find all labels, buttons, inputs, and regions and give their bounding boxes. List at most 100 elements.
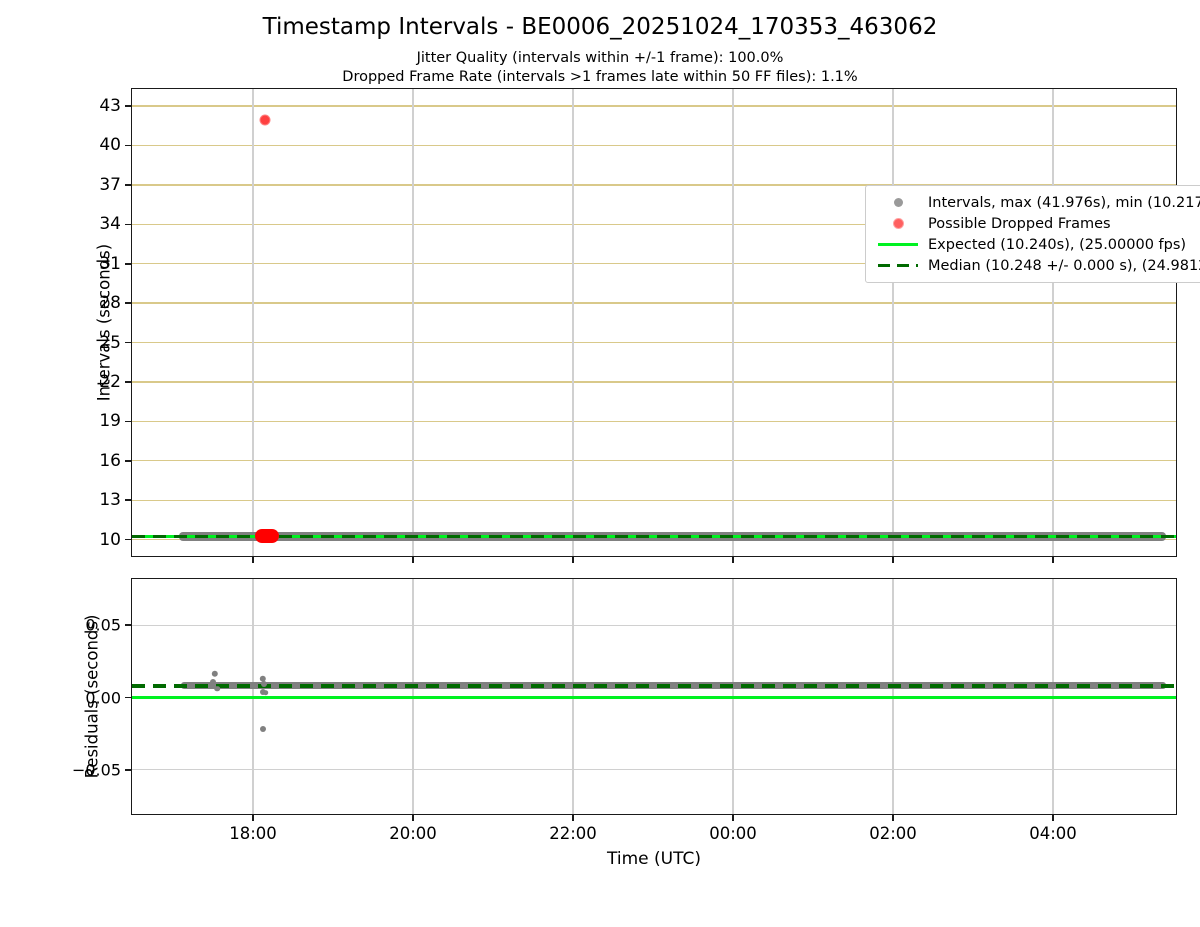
residual-point bbox=[259, 726, 266, 733]
intervals-gridline bbox=[132, 381, 1176, 383]
intervals-y-tick bbox=[125, 184, 132, 186]
intervals-y-tick-label: 16 bbox=[99, 450, 121, 471]
residuals-x-tick bbox=[892, 814, 894, 821]
intervals-marker-icon bbox=[875, 198, 921, 207]
x-tick-label: 00:00 bbox=[709, 824, 757, 843]
x-tick-label: 20:00 bbox=[389, 824, 437, 843]
intervals-gridline bbox=[132, 460, 1176, 462]
intervals-y-tick bbox=[125, 105, 132, 107]
intervals-vertical-gridline bbox=[252, 89, 254, 556]
legend-label-intervals: Intervals, max (41.976s), min (10.217s) bbox=[928, 194, 1200, 211]
residuals-median-line bbox=[132, 684, 1176, 688]
intervals-gridline bbox=[132, 105, 1176, 107]
intervals-x-tick bbox=[412, 556, 414, 563]
residual-point bbox=[259, 675, 266, 682]
chart-figure: Timestamp Intervals - BE0006_20251024_17… bbox=[72, 14, 1200, 869]
intervals-plot-area: Intervals (seconds) 10 13 16 19 22 25 28 31 34 37… bbox=[95, 88, 1200, 563]
intervals-gridline bbox=[132, 420, 1176, 423]
intervals-y-tick-label: 19 bbox=[99, 411, 121, 432]
residual-point bbox=[208, 682, 215, 689]
intervals-gridline bbox=[132, 144, 1176, 147]
intervals-y-tick-label: 22 bbox=[99, 371, 121, 392]
residuals-y-tick-label: 0.05 bbox=[85, 615, 121, 635]
intervals-gridline bbox=[132, 341, 1176, 344]
median-interval-line bbox=[132, 534, 1176, 539]
x-tick-label: 02:00 bbox=[869, 824, 917, 843]
residuals-plot-canvas bbox=[132, 579, 1176, 814]
intervals-y-tick-label: 34 bbox=[99, 214, 121, 235]
intervals-y-tick-label: 31 bbox=[99, 253, 121, 274]
residual-point bbox=[211, 670, 218, 677]
intervals-x-tick bbox=[252, 556, 254, 563]
intervals-plot-canvas bbox=[132, 89, 1176, 556]
dropped-frames-cluster bbox=[255, 529, 280, 544]
legend-item-expected[interactable]: Expected (10.240s), (25.00000 fps) bbox=[875, 234, 1200, 255]
residuals-y-tick-label: −0.05 bbox=[71, 760, 121, 780]
residual-point bbox=[263, 690, 269, 696]
intervals-y-tick-label: 40 bbox=[99, 135, 121, 156]
legend-label-dropped-frames: Possible Dropped Frames bbox=[928, 215, 1111, 232]
residuals-y-tick bbox=[125, 696, 132, 699]
intervals-y-tick-label: 25 bbox=[99, 332, 121, 353]
intervals-y-tick-label: 13 bbox=[99, 490, 121, 511]
residuals-gridline bbox=[132, 624, 1176, 626]
residuals-x-tick bbox=[252, 814, 254, 821]
intervals-y-tick-label: 10 bbox=[99, 529, 121, 550]
intervals-y-tick bbox=[125, 262, 132, 265]
intervals-y-tick bbox=[125, 420, 132, 423]
intervals-y-tick bbox=[125, 302, 132, 304]
legend-label-median: Median (10.248 +/- 0.000 s), (24.98120 +… bbox=[928, 257, 1200, 274]
median-line-icon bbox=[875, 263, 921, 268]
residuals-x-tick bbox=[572, 814, 574, 821]
residuals-plot-area: Residuals (seconds) 0.05 0.00 −0.05 18:00 20… bbox=[72, 578, 1177, 843]
x-tick-label: 22:00 bbox=[549, 824, 597, 843]
intervals-gridline bbox=[132, 223, 1176, 225]
intervals-y-tick-label: 37 bbox=[99, 174, 121, 195]
intervals-x-tick bbox=[572, 556, 574, 563]
intervals-y-tick-label: 43 bbox=[99, 96, 121, 117]
intervals-vertical-gridline bbox=[732, 89, 734, 556]
x-tick-label: 04:00 bbox=[1029, 824, 1077, 843]
intervals-gridline bbox=[132, 302, 1176, 304]
legend[interactable]: Intervals, max (41.976s), min (10.217s) … bbox=[865, 185, 1200, 283]
intervals-vertical-gridline bbox=[412, 89, 414, 556]
legend-item-dropped-frames[interactable]: Possible Dropped Frames bbox=[875, 213, 1200, 234]
residuals-y-tick bbox=[125, 768, 132, 771]
residuals-x-tick bbox=[1052, 814, 1054, 821]
residuals-x-tick bbox=[412, 814, 414, 821]
intervals-y-tick bbox=[125, 223, 132, 226]
intervals-vertical-gridline bbox=[572, 89, 574, 556]
intervals-y-tick bbox=[125, 538, 132, 541]
legend-item-median[interactable]: Median (10.248 +/- 0.000 s), (24.98120 +… bbox=[875, 255, 1200, 276]
residuals-y-tick bbox=[125, 624, 132, 627]
residual-point bbox=[214, 686, 220, 692]
intervals-y-tick bbox=[125, 381, 132, 383]
intervals-gridline bbox=[132, 263, 1176, 265]
intervals-x-tick bbox=[1052, 556, 1054, 563]
x-tick-label: 18:00 bbox=[229, 824, 277, 843]
x-axis-title: Time (UTC) bbox=[607, 849, 701, 869]
intervals-gridline bbox=[132, 184, 1176, 186]
intervals-gridline bbox=[132, 499, 1176, 501]
intervals-y-tick bbox=[125, 459, 132, 462]
dropped-frames-marker-icon bbox=[875, 218, 921, 229]
residuals-gridline bbox=[132, 769, 1176, 771]
intervals-vertical-gridline bbox=[1052, 89, 1054, 556]
chart-subtitle-dropped-frame-rate: Dropped Frame Rate (intervals >1 frames … bbox=[342, 69, 858, 85]
intervals-vertical-gridline bbox=[892, 89, 894, 556]
intervals-y-tick-label: 28 bbox=[99, 293, 121, 314]
intervals-x-tick bbox=[892, 556, 894, 563]
legend-label-expected: Expected (10.240s), (25.00000 fps) bbox=[928, 236, 1187, 253]
intervals-y-tick bbox=[125, 341, 132, 344]
residuals-y-tick-label: 0.00 bbox=[85, 688, 121, 707]
residuals-x-tick bbox=[732, 814, 734, 821]
dropped-frame-outlier-point bbox=[259, 114, 271, 126]
residual-point bbox=[261, 681, 268, 688]
legend-item-intervals[interactable]: Intervals, max (41.976s), min (10.217s) bbox=[875, 192, 1200, 213]
chart-subtitle-jitter-quality: Jitter Quality (intervals within +/-1 fr… bbox=[416, 50, 784, 66]
residuals-expected-line bbox=[132, 696, 1176, 699]
intervals-y-tick bbox=[125, 499, 132, 501]
intervals-x-tick bbox=[732, 556, 734, 563]
chart-title: Timestamp Intervals - BE0006_20251024_17… bbox=[262, 14, 938, 40]
expected-line-icon bbox=[875, 243, 921, 246]
